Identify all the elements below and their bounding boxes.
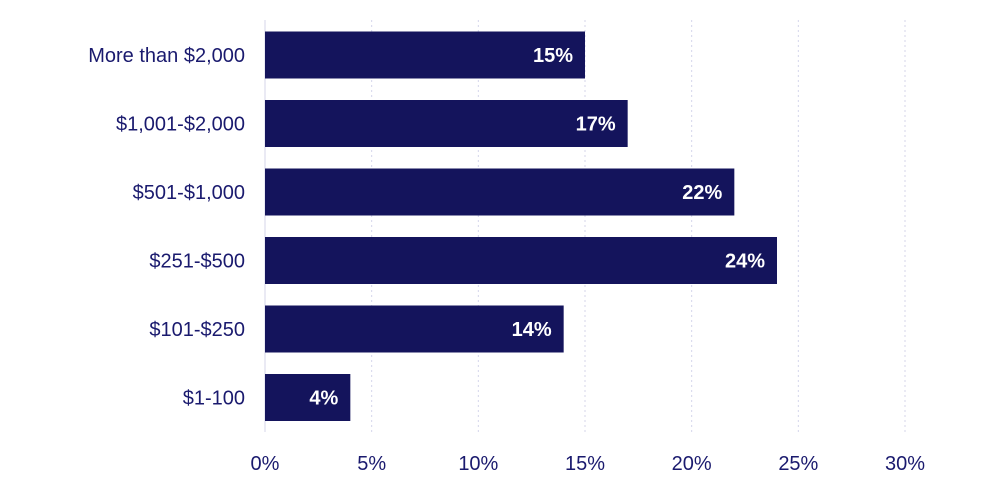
category-label: $101-$250 (149, 319, 245, 341)
bar-1 (265, 100, 628, 147)
bars (265, 31, 777, 421)
x-tick-label: 20% (672, 453, 712, 475)
category-label: $1-100 (183, 388, 245, 410)
data-label: 24% (725, 251, 765, 273)
x-tick-label: 0% (251, 453, 280, 475)
x-tick-label: 10% (458, 453, 498, 475)
bar-4 (265, 305, 564, 353)
grid-lines (264, 20, 906, 432)
x-tick-label: 5% (357, 453, 386, 475)
x-tick-labels: 0% 5% 10% 15% 20% 25% 30% (251, 453, 926, 475)
category-label: $501-$1,000 (133, 182, 245, 204)
bar-0 (265, 31, 585, 79)
data-label: 15% (533, 45, 573, 67)
x-tick-label: 30% (885, 453, 925, 475)
bar-3 (265, 237, 777, 284)
bar-2 (265, 168, 735, 216)
data-labels: 15% 17% 22% 24% 14% 4% (309, 45, 765, 410)
category-labels: More than $2,000 $1,001-$2,000 $501-$1,000… (88, 45, 245, 410)
category-label: More than $2,000 (88, 45, 245, 67)
data-label: 17% (576, 114, 616, 136)
x-tick-label: 15% (565, 453, 605, 475)
x-tick-label: 25% (778, 453, 818, 475)
bar-5 (265, 374, 351, 421)
category-label: $251-$500 (149, 251, 245, 273)
data-label: 4% (309, 388, 338, 410)
data-label: 14% (512, 319, 552, 341)
data-label: 22% (682, 182, 722, 204)
category-label: $1,001-$2,000 (116, 114, 245, 136)
